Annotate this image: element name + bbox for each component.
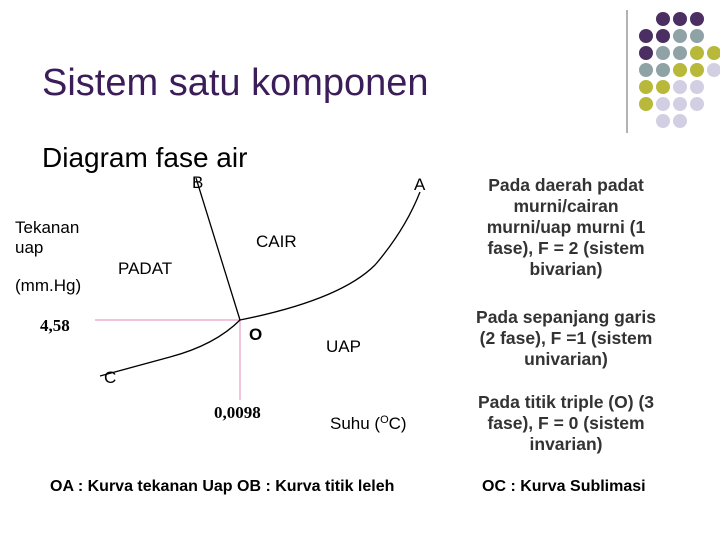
footer-caption: OA : Kurva tekanan Uap OB : Kurva titik … xyxy=(50,478,395,495)
title: Sistem satu komponen xyxy=(42,62,429,104)
note-line: invarian) xyxy=(529,434,603,454)
footer-caption: OC : Kurva Sublimasi xyxy=(482,478,646,495)
note-line: fase), F = 2 (sistem xyxy=(487,238,645,258)
note-line: murni/cairan xyxy=(513,196,619,216)
note-line: murni/uap murni (1 xyxy=(486,217,646,237)
point-label: C xyxy=(104,368,116,387)
x-axis-label-part: Suhu ( xyxy=(330,414,380,433)
note-line: Pada daerah padat xyxy=(488,175,644,195)
subtitle: Diagram fase air xyxy=(42,142,248,173)
point-label: B xyxy=(192,173,203,192)
x-axis-label: Suhu (OC) xyxy=(330,414,407,433)
phase-diagram: B A C O Tekanan uap (mm.Hg) CAIR PADAT U… xyxy=(15,173,426,433)
y-axis-label: uap xyxy=(15,238,43,257)
note-line: Pada titik triple (O) (3 xyxy=(478,392,654,412)
pressure-mark: 4,58 xyxy=(40,316,70,335)
note: Pada titik triple (O) (3 fase), F = 0 (si… xyxy=(452,392,680,455)
region-label: PADAT xyxy=(118,259,172,278)
note-line: univarian) xyxy=(524,349,608,369)
point-label: O xyxy=(249,325,262,344)
curve-ob xyxy=(195,177,241,321)
curve-oa xyxy=(239,191,421,321)
note-line: bivarian) xyxy=(529,259,603,279)
note: Pada sepanjang garis (2 fase), F =1 (sist… xyxy=(452,307,680,370)
dot-grid xyxy=(639,12,720,128)
point-label: A xyxy=(414,175,426,194)
note-line: fase), F = 0 (sistem xyxy=(487,413,645,433)
temperature-mark: 0,0098 xyxy=(214,403,261,422)
note-line: Pada sepanjang garis xyxy=(476,307,656,327)
y-axis-unit: (mm.Hg) xyxy=(15,276,81,295)
region-label: UAP xyxy=(326,337,361,356)
x-axis-label-sup: O xyxy=(380,414,389,426)
curve-oc xyxy=(99,319,241,377)
y-axis-label: Tekanan xyxy=(15,218,79,237)
note: Pada daerah padat murni/cairan murni/uap m… xyxy=(452,175,680,280)
note-line: (2 fase), F =1 (sistem xyxy=(479,328,653,348)
region-label: CAIR xyxy=(256,232,297,251)
x-axis-label-part: C) xyxy=(389,414,407,433)
